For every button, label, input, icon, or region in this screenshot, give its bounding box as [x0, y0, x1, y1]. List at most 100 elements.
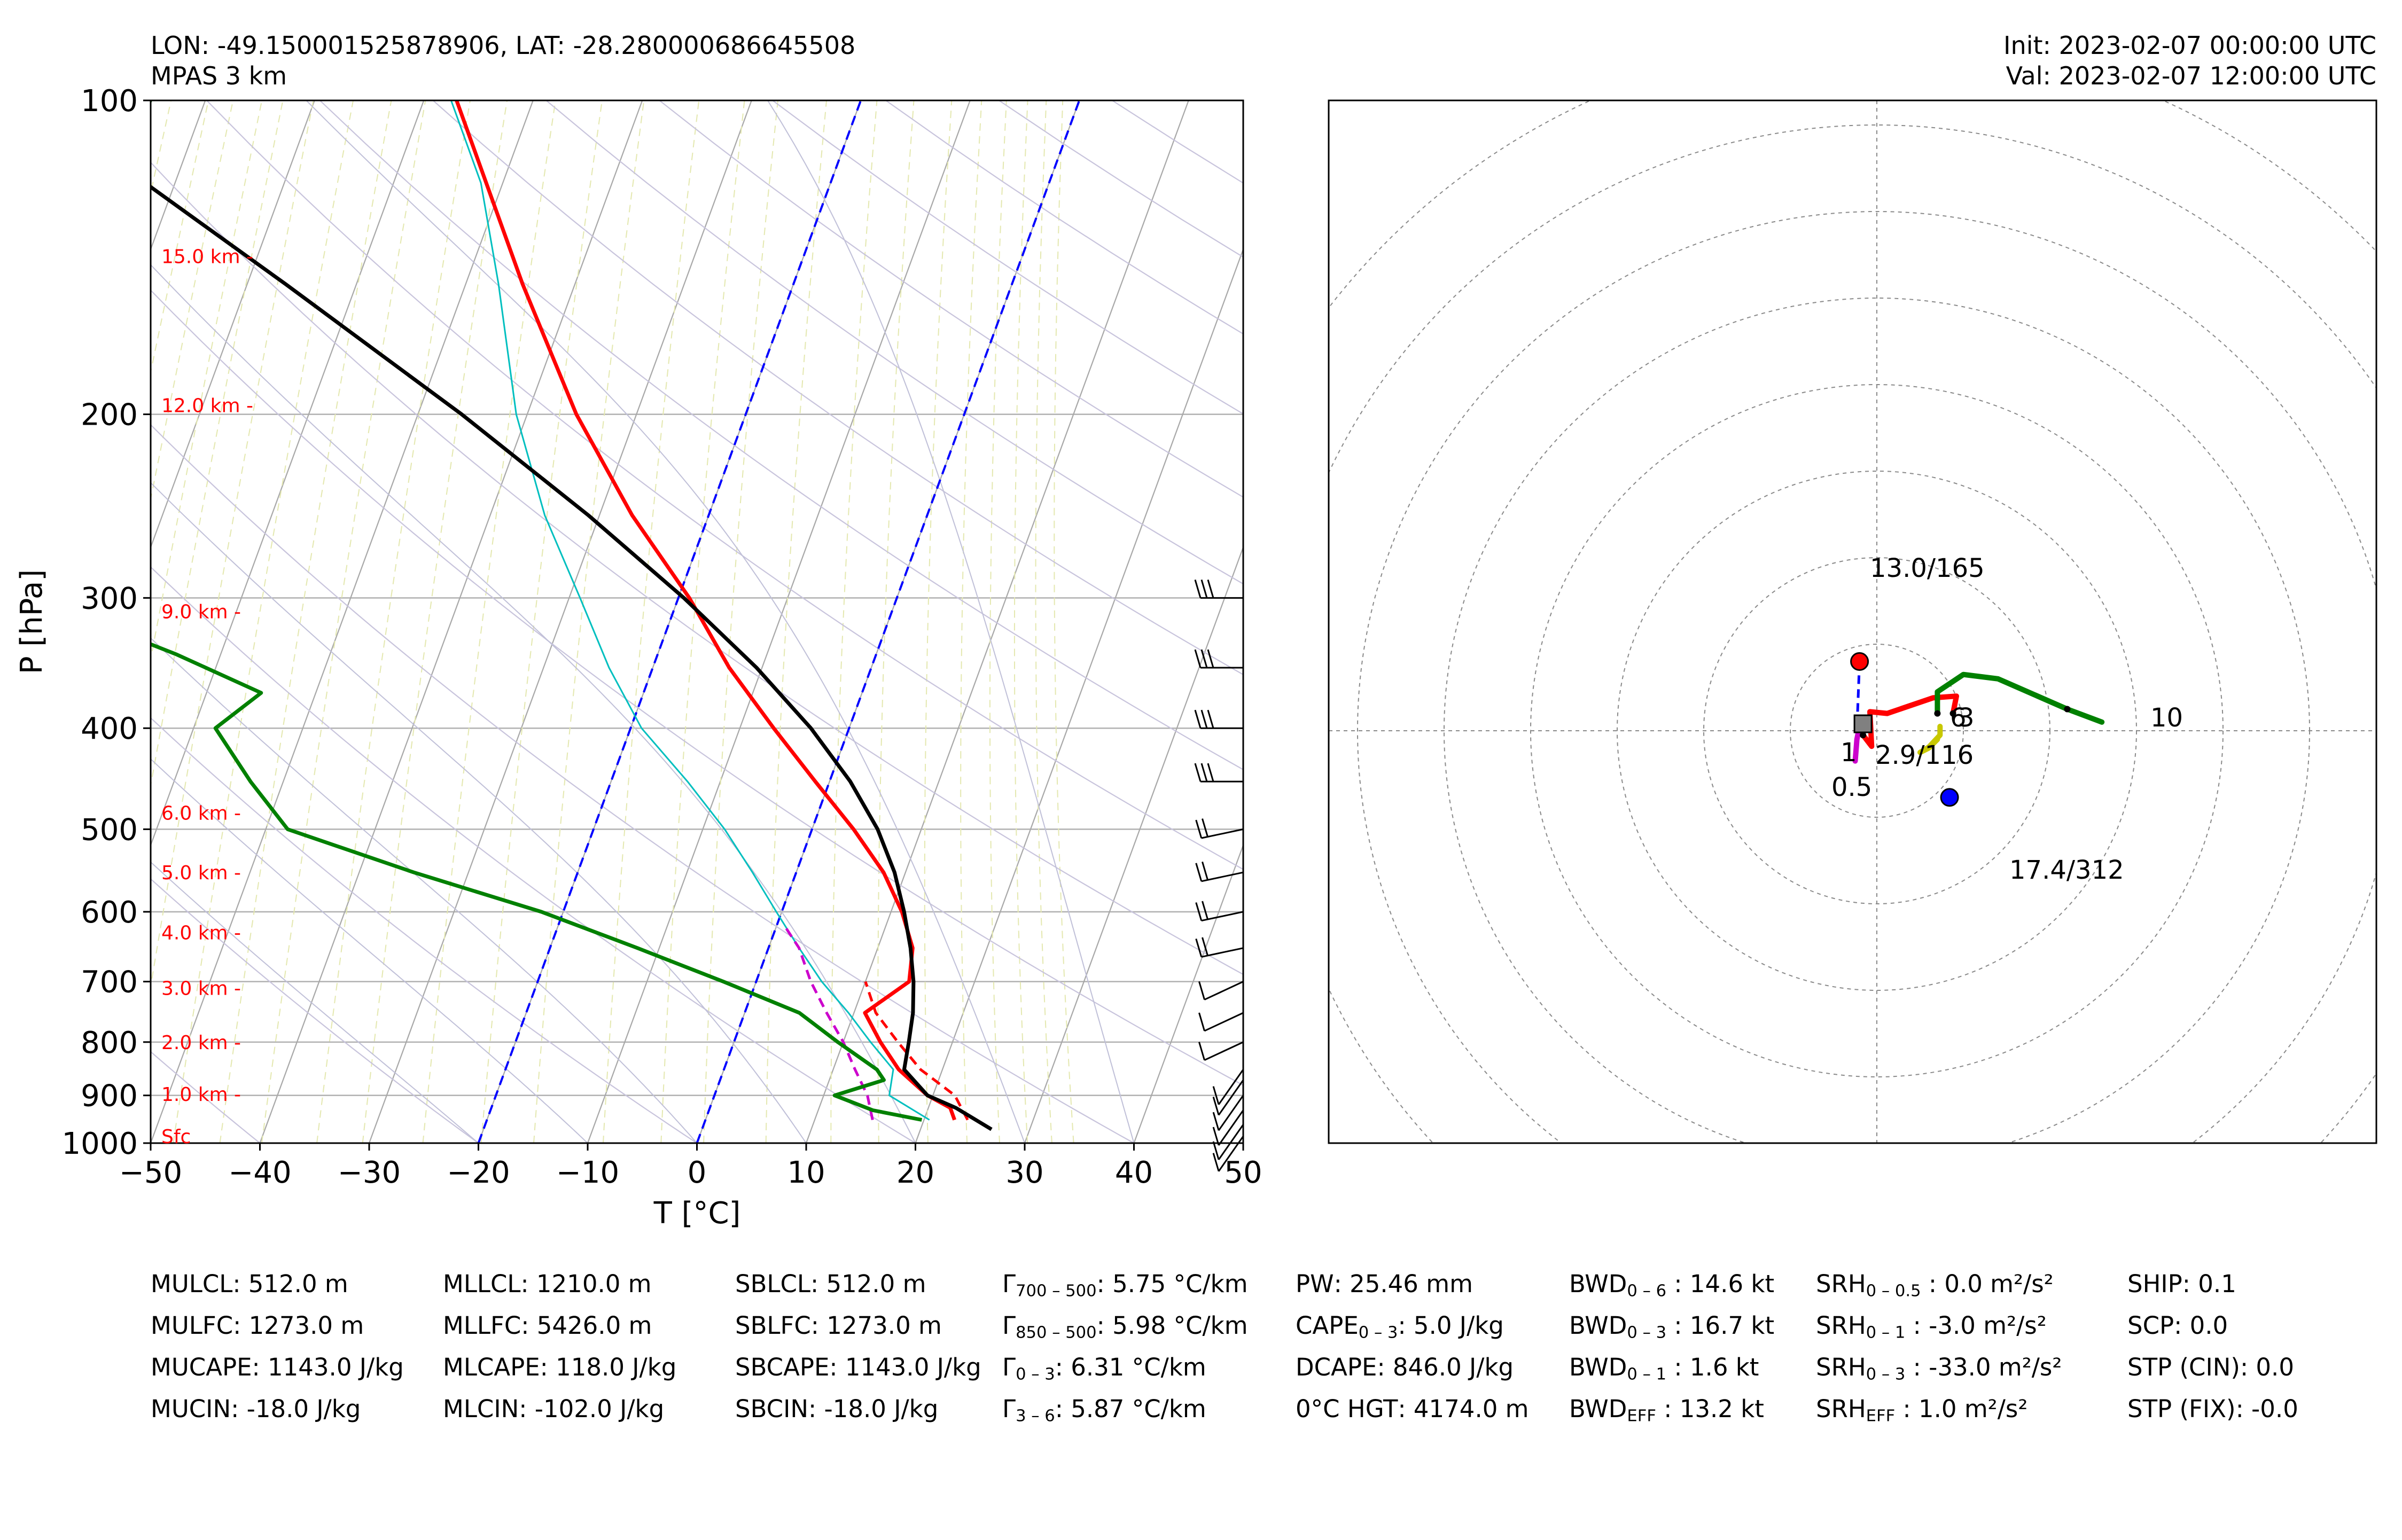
wind-barb-flag — [1212, 1086, 1220, 1105]
mixing-ratio-line — [533, 100, 645, 1143]
wind-barb — [1218, 1095, 1244, 1131]
valid-time-label: Val: 2023-02-07 12:00:00 UTC — [2006, 61, 2376, 90]
param-item: BWD0 – 3 : 16.7 kt — [1569, 1311, 1775, 1342]
height-marker — [2064, 706, 2071, 713]
mixing-ratio-line — [1054, 100, 1074, 1143]
height-marker — [1934, 710, 1941, 717]
isotherm — [915, 247, 1243, 1143]
param-item: SBCIN: -18.0 J/kg — [735, 1395, 939, 1423]
height-label: 3.0 km - — [161, 978, 241, 1000]
param-item: MUCAPE: 1143.0 J/kg — [151, 1353, 404, 1381]
param-item: 0°C HGT: 4174.0 m — [1296, 1395, 1529, 1423]
height-label-1km: 1 — [1841, 738, 1857, 768]
mixing-ratio-line — [924, 100, 953, 1143]
mixing-ratio-line — [660, 100, 745, 1143]
mixing-ratio-line — [1013, 100, 1028, 1143]
height-label: 15.0 km - — [161, 246, 253, 268]
isotherm — [1353, 100, 1735, 1143]
wind-barb-flag — [1198, 1012, 1205, 1031]
mixing-ratio-line — [1035, 100, 1052, 1143]
param-item: SBLFC: 1273.0 m — [735, 1311, 942, 1340]
dry-adiabat — [151, 289, 1243, 1086]
wind-barb-flag — [1212, 1127, 1220, 1146]
wind-barb-flag — [1200, 763, 1208, 782]
mixing-ratio-line — [989, 100, 1007, 1143]
wind-barb-flag — [1198, 981, 1205, 1000]
x-tick-label: 10 — [787, 1155, 825, 1190]
wind-barbs — [1194, 579, 1244, 1172]
y-tick-label: 800 — [81, 1026, 138, 1060]
isotherm — [805, 100, 1189, 1143]
param-item: SHIP: 0.1 — [2127, 1270, 2236, 1298]
left-mover-marker — [1940, 788, 1959, 807]
mixing-ratio-line — [877, 100, 915, 1143]
skew-t-diagram: −50 −40 −30 −20 −10 0 10 20 30 40 50 100 200 300 400 50… — [14, 84, 1735, 1231]
dry-adiabat — [151, 161, 1243, 975]
mixing-ratio-line — [603, 100, 700, 1143]
mean-wind-label: 2.9/116 — [1875, 740, 1974, 770]
params-col-lapse: Γ700 – 500: 5.75 °C/km Γ850 – 500: 5.98 … — [1002, 1263, 1301, 1430]
wind-barb — [1218, 1069, 1244, 1105]
isotherm — [587, 100, 971, 1143]
param-item: Γ850 – 500: 5.98 °C/km — [1002, 1311, 1248, 1342]
mixing-ratio-line — [703, 100, 778, 1143]
dry-adiabat — [545, 100, 1243, 585]
wind-barb-flag — [1195, 902, 1203, 921]
mixing-ratio-line — [362, 100, 508, 1143]
wind-barb-flag — [1194, 649, 1202, 668]
moist-adiabat — [306, 100, 1025, 1143]
x-tick-label: 0 — [688, 1155, 707, 1190]
wind-barb-flag — [1200, 579, 1208, 598]
dry-adiabat — [659, 100, 1243, 498]
wind-barb — [1218, 1136, 1244, 1172]
mixing-ratio-line — [480, 100, 603, 1143]
wind-barb — [1218, 1080, 1244, 1116]
model-label: MPAS 3 km — [151, 61, 287, 90]
temperature-line — [455, 100, 956, 1121]
wind-barb-flag — [1212, 1153, 1220, 1172]
params-col-ml: MLLCL: 1210.0 m MLLFC: 5426.0 m MLCAPE: … — [443, 1263, 742, 1430]
hodograph-rings — [1329, 100, 2376, 1143]
dry-adiabat — [319, 100, 1243, 771]
wind-barb-flag — [1212, 1097, 1220, 1115]
right-mover-marker — [1850, 652, 1869, 671]
wind-barb-flag — [1195, 819, 1203, 839]
wind-barb-flag — [1207, 709, 1214, 729]
y-tick-label: 400 — [81, 712, 138, 746]
moist-adiabat — [767, 100, 1135, 1143]
dry-adiabat — [1112, 100, 1243, 184]
height-label-10km: 10 — [2150, 703, 2183, 733]
params-col-bwd: BWD0 – 6 : 14.6 kt BWD0 – 3 : 16.7 kt BW… — [1569, 1263, 1868, 1430]
wind-barb-flag — [1202, 901, 1208, 920]
mixing-ratio-line — [765, 100, 827, 1143]
wind-barb-flag — [1207, 579, 1214, 598]
dry-adiabat — [999, 100, 1243, 258]
location-label: LON: -49.150001525878906, LAT: -28.28000… — [151, 31, 856, 60]
height-label: 1.0 km - — [161, 1084, 241, 1106]
x-tick-label: 40 — [1115, 1155, 1153, 1190]
height-label: 2.0 km - — [161, 1032, 241, 1054]
wind-barb-flag — [1200, 709, 1208, 729]
sounding-profiles — [151, 100, 993, 1131]
param-item: SRH0 – 0.5 : 0.0 m²/s² — [1816, 1270, 2054, 1301]
params-col-composite: SHIP: 0.1 SCP: 0.0 STP (CIN): 0.0 STP (F… — [2127, 1263, 2402, 1430]
y-tick-label: 300 — [81, 581, 138, 616]
dry-adiabat — [206, 100, 1243, 870]
dry-adiabat — [151, 878, 479, 1143]
mixing-ratio-line — [261, 100, 426, 1143]
wind-barb-flag — [1202, 937, 1208, 956]
height-label: Sfc — [161, 1126, 191, 1148]
x-tick-label: −50 — [119, 1155, 182, 1190]
wind-barb-flag — [1194, 579, 1202, 598]
y-axis-title: P [hPa] — [14, 569, 49, 674]
mixing-ratio-line — [173, 100, 354, 1143]
param-item: BWDEFF : 13.2 kt — [1569, 1395, 1764, 1426]
param-item: Γ0 – 3: 6.31 °C/km — [1002, 1353, 1206, 1384]
param-item: Γ3 – 6: 5.87 °C/km — [1002, 1395, 1206, 1426]
hodograph-ring — [1790, 644, 1964, 818]
wet-bulb-temperature-line — [450, 100, 930, 1121]
hodograph-trace — [1935, 671, 2105, 725]
wind-barb-flag — [1207, 649, 1214, 668]
